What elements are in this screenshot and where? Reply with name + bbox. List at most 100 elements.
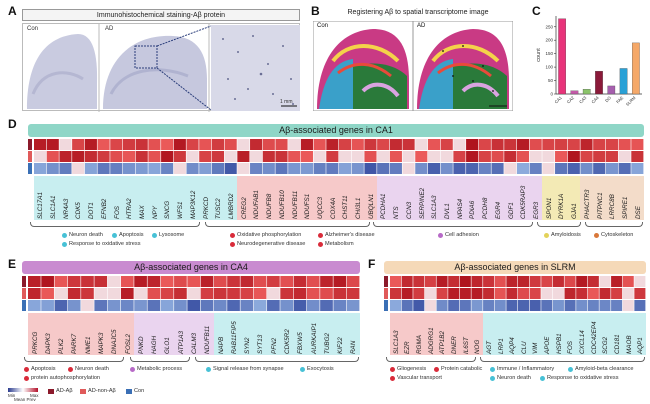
ca1-cell bbox=[262, 139, 275, 150]
legend-d-oxphos-label: Oxidative phosphorylation bbox=[237, 232, 302, 238]
x-tick-label: SLRM bbox=[625, 95, 637, 107]
ca1-cell bbox=[237, 151, 250, 162]
ca1-cell bbox=[351, 151, 364, 162]
ca1-cell bbox=[339, 139, 352, 150]
slrm-cell bbox=[518, 276, 530, 287]
gene-label: NOG bbox=[474, 339, 482, 354]
ca1-cell bbox=[427, 151, 441, 162]
ca1-cell bbox=[377, 151, 390, 162]
ca1-cell bbox=[402, 163, 415, 174]
legend-con-label: Con bbox=[134, 388, 145, 394]
slrm-cell bbox=[413, 300, 425, 311]
ca4-cell bbox=[240, 276, 254, 287]
ca1-cell bbox=[173, 163, 186, 174]
gene-label: GJA1 bbox=[571, 203, 579, 219]
ca4-cell bbox=[320, 288, 333, 299]
ca4-cell bbox=[67, 276, 81, 287]
ca1-cell bbox=[122, 151, 136, 162]
ca1-row-marker bbox=[28, 139, 32, 150]
ca1-cell bbox=[415, 139, 428, 150]
ca4-cell bbox=[41, 288, 54, 299]
ca1-cell bbox=[542, 139, 555, 150]
ca4-cell bbox=[187, 300, 201, 311]
gene-label: TUBG2 bbox=[323, 333, 331, 354]
slrm-cell bbox=[506, 276, 518, 287]
ca1-cell bbox=[618, 139, 631, 150]
gene-label: DSE bbox=[634, 206, 642, 219]
bar-ca2 bbox=[570, 90, 579, 95]
legend-ad-non-abeta: AD-non-Aβ bbox=[80, 388, 116, 394]
ca1-cell bbox=[593, 151, 606, 162]
ca4-cell bbox=[306, 300, 320, 311]
gene-label: PHACTR3 bbox=[583, 189, 591, 219]
legend-f-immune-label: Immune / Inflammatory bbox=[497, 366, 555, 372]
ca4-cell bbox=[94, 288, 108, 299]
slrm-cell bbox=[564, 288, 576, 299]
gene-label: CHI3L1 bbox=[355, 197, 363, 219]
slrm-cell bbox=[459, 300, 471, 311]
gene-label: NME1 bbox=[84, 336, 92, 355]
ca1-cell bbox=[466, 139, 479, 150]
x-tick-label: CA3 bbox=[578, 95, 588, 105]
ca1-cell bbox=[300, 163, 313, 174]
brace-d-3 bbox=[373, 222, 533, 227]
gene-label: ADGRG1 bbox=[427, 327, 435, 354]
ca1-cell bbox=[504, 163, 517, 174]
slrm-cell bbox=[552, 288, 564, 299]
ca1-cell bbox=[97, 139, 110, 150]
ca4-cell bbox=[28, 288, 41, 299]
gene-label: RGMA bbox=[416, 335, 424, 354]
ca4-cell bbox=[253, 288, 267, 299]
slrm-cell bbox=[471, 288, 483, 299]
ca1-cell bbox=[389, 163, 402, 174]
slrm-cell bbox=[529, 288, 541, 299]
ca4-cell bbox=[280, 288, 293, 299]
ca1-cell bbox=[453, 163, 466, 174]
gene-label: MAPK3 bbox=[98, 332, 106, 354]
gene-label: EZR bbox=[404, 341, 412, 354]
ca4-cell bbox=[134, 276, 147, 287]
slrm-cell bbox=[541, 300, 553, 311]
gradient-caption: Mean Prev bbox=[14, 397, 36, 402]
slrm-cell bbox=[622, 300, 634, 311]
slrm-cell bbox=[634, 288, 646, 299]
ca1-cell bbox=[605, 151, 618, 162]
ca1-cell bbox=[34, 151, 47, 162]
slrm-cell bbox=[576, 300, 588, 311]
ca1-cell bbox=[34, 139, 47, 150]
ca1-cell bbox=[567, 151, 580, 162]
slrm-cell bbox=[448, 300, 460, 311]
ca4-cell bbox=[147, 300, 161, 311]
legend-f-protein-catabolic-label: Protein catabolic bbox=[441, 366, 483, 372]
gene-label: PCDHA1 bbox=[380, 193, 388, 219]
slrm-cell bbox=[390, 288, 402, 299]
bar-ca1 bbox=[558, 18, 566, 95]
ca1-cell bbox=[555, 163, 568, 174]
ca1-cell bbox=[555, 139, 568, 150]
brace-d-2 bbox=[205, 222, 370, 227]
ca1-category-band bbox=[542, 176, 581, 220]
legend-d-cytoskeleton: Cytoskeleton bbox=[594, 232, 633, 238]
slrm-cell bbox=[401, 300, 413, 311]
ihc-images bbox=[27, 24, 300, 112]
gene-label: SLC1A3 bbox=[392, 330, 400, 354]
gene-label: UBQLN1 bbox=[367, 193, 375, 219]
gene-label: FOS bbox=[113, 206, 121, 219]
ca1-row-marker bbox=[28, 151, 32, 162]
ca1-cell bbox=[59, 151, 72, 162]
gene-label: PRKCD bbox=[202, 196, 210, 219]
gradient-max: Max bbox=[30, 393, 39, 398]
gene-label: AGT bbox=[485, 341, 493, 354]
legend-f-neuron-death-label: Neuron death bbox=[497, 375, 531, 381]
panel-a-title-bar: Immunohistochemical staining-Aβ protein bbox=[22, 9, 300, 21]
ca1-cell bbox=[339, 163, 352, 174]
gene-label: SYT13 bbox=[257, 334, 265, 354]
ca4-cell bbox=[107, 276, 121, 287]
ca4-cell bbox=[67, 300, 81, 311]
brace-e-1 bbox=[24, 357, 124, 362]
ca1-cell bbox=[288, 139, 301, 150]
ca1-cell bbox=[72, 151, 85, 162]
ca4-cell bbox=[107, 288, 121, 299]
spatial-transcriptome-images bbox=[312, 20, 514, 112]
slrm-row-marker bbox=[384, 276, 388, 287]
